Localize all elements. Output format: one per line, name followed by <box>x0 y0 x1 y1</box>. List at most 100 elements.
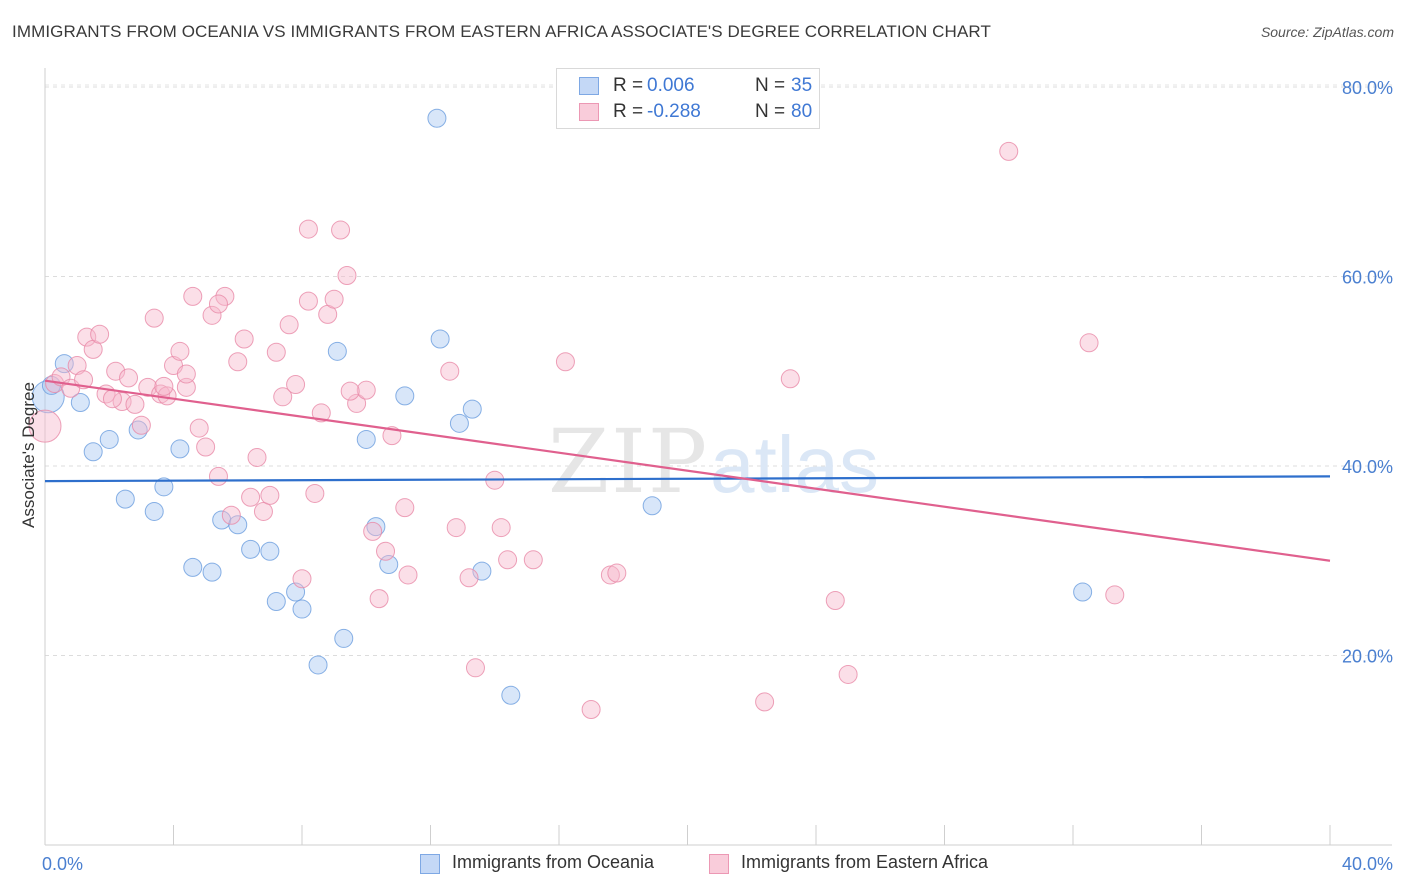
data-point <box>430 329 450 349</box>
data-point <box>208 466 228 486</box>
data-point <box>74 370 94 390</box>
data-point <box>340 381 360 401</box>
data-point <box>999 141 1019 161</box>
r-value: 0.006 <box>647 75 695 96</box>
y-axis-label: Associate's Degree <box>19 382 38 528</box>
data-point <box>102 389 122 409</box>
n-label: N = <box>755 101 786 122</box>
data-point <box>286 374 306 394</box>
data-point <box>228 515 248 535</box>
watermark: ZIP atlas <box>548 410 879 513</box>
y-tick-label: 40.0% <box>1342 457 1393 477</box>
trend-lines <box>44 379 1331 562</box>
data-point <box>99 429 119 449</box>
data-point <box>449 413 469 433</box>
legend-label-eastern-africa: Immigrants from Eastern Africa <box>741 852 989 872</box>
data-point <box>465 658 485 678</box>
data-point <box>395 498 415 518</box>
data-point <box>176 377 196 397</box>
data-point <box>234 329 254 349</box>
stats-legend: R = 0.006 N = 35 R = -0.288 N = 80 <box>556 68 820 129</box>
gridlines <box>45 84 1392 656</box>
data-point <box>154 376 174 396</box>
y-tick-label: 60.0% <box>1342 267 1393 287</box>
data-point <box>125 394 145 414</box>
data-point <box>324 289 344 309</box>
series-oceania-points <box>31 108 1093 705</box>
trend-line-oceania <box>44 475 1331 483</box>
x-tick-label: 0.0% <box>42 854 83 874</box>
data-point <box>462 399 482 419</box>
data-point <box>131 415 151 435</box>
axes <box>44 68 1392 846</box>
data-point <box>241 487 261 507</box>
data-point <box>305 483 325 503</box>
data-point <box>369 589 389 609</box>
data-point <box>347 393 367 413</box>
data-point <box>260 485 280 505</box>
data-point <box>298 291 318 311</box>
data-point <box>780 369 800 389</box>
data-point <box>77 327 97 347</box>
data-point <box>279 315 299 335</box>
data-point <box>170 439 190 459</box>
data-point <box>607 563 627 583</box>
data-point <box>154 477 174 497</box>
data-point <box>523 550 543 570</box>
data-point <box>327 341 347 361</box>
data-point <box>363 521 383 541</box>
data-point <box>202 305 222 325</box>
data-point <box>382 426 402 446</box>
data-point <box>337 266 357 286</box>
data-point <box>183 557 203 577</box>
x-tick-label: 40.0% <box>1342 854 1393 874</box>
data-point <box>241 539 261 559</box>
legend-swatch-oceania <box>420 854 440 874</box>
data-point <box>221 505 241 525</box>
data-point <box>825 591 845 611</box>
data-point <box>1105 585 1125 605</box>
data-point <box>838 664 858 684</box>
trend-line-eastern-africa <box>44 379 1331 562</box>
data-point <box>311 403 331 423</box>
data-point <box>189 418 209 438</box>
data-point <box>308 655 328 675</box>
data-point <box>642 496 662 516</box>
data-point <box>183 286 203 306</box>
data-point <box>83 442 103 462</box>
data-point <box>28 409 62 443</box>
data-point <box>446 518 466 538</box>
data-point <box>331 220 351 240</box>
data-point <box>196 437 216 457</box>
r-label: R = <box>613 75 644 96</box>
oceania-swatch <box>579 77 599 95</box>
legend-label-oceania: Immigrants from Oceania <box>452 852 655 872</box>
data-point <box>1073 582 1093 602</box>
tick-labels: 20.0% 40.0% 60.0% 80.0% 0.0% 40.0% <box>42 78 1393 874</box>
data-point <box>292 569 312 589</box>
n-value: 35 <box>791 75 813 96</box>
data-point <box>253 501 273 521</box>
data-point <box>501 685 521 705</box>
data-point <box>70 392 90 412</box>
data-point <box>755 692 775 712</box>
data-point <box>356 380 376 400</box>
data-point <box>1079 333 1099 353</box>
n-label: N = <box>755 75 786 96</box>
data-point <box>395 386 415 406</box>
data-point <box>376 541 396 561</box>
series-eastern-africa-points <box>28 141 1125 719</box>
chart-title: IMMIGRANTS FROM OCEANIA VS IMMIGRANTS FR… <box>12 22 991 41</box>
data-point <box>298 219 318 239</box>
data-point <box>115 489 135 509</box>
data-point <box>266 342 286 362</box>
data-point <box>356 429 376 449</box>
data-point <box>144 308 164 328</box>
data-point <box>67 356 87 376</box>
data-point <box>170 341 190 361</box>
data-point <box>427 108 447 128</box>
data-point <box>202 562 222 582</box>
data-point <box>600 565 620 585</box>
data-point <box>398 565 418 585</box>
